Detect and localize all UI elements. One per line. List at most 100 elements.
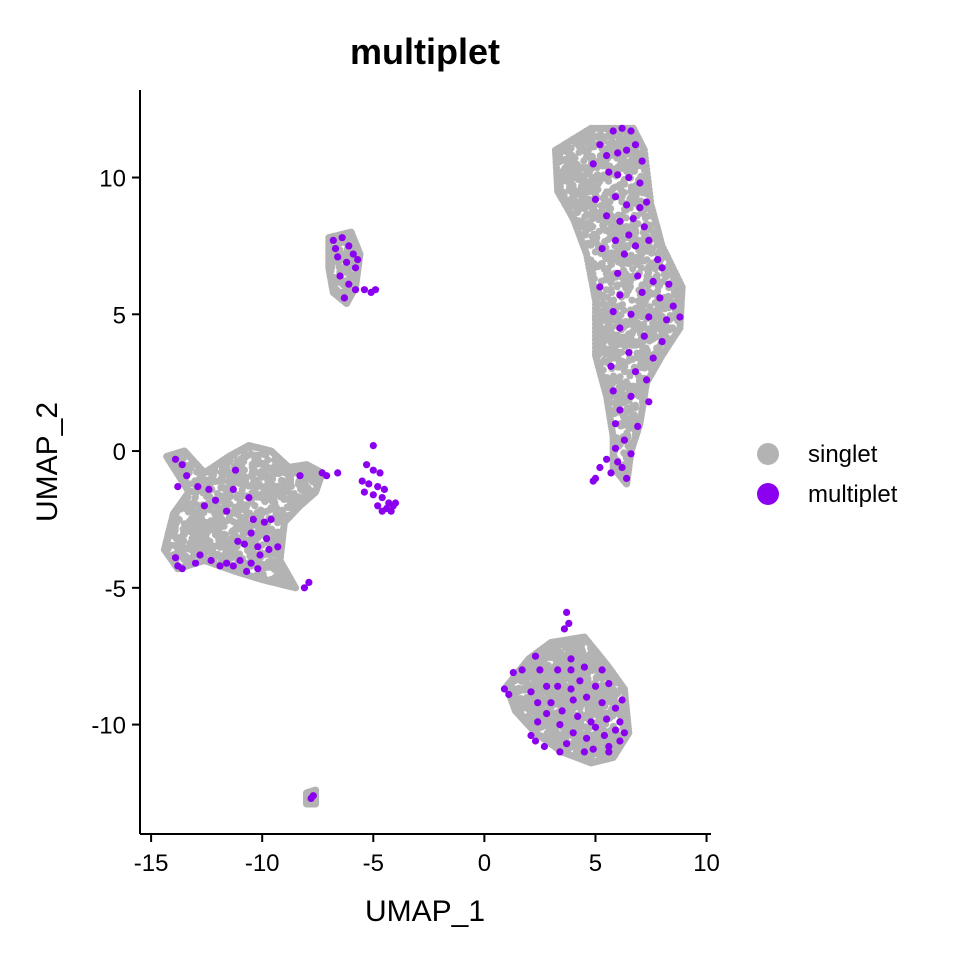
singlet-point [610, 184, 618, 192]
singlet-point [250, 475, 258, 483]
singlet-point [292, 505, 300, 513]
singlet-point [613, 283, 621, 291]
singlet-point [626, 341, 634, 349]
multiplet-point [631, 368, 640, 376]
multiplet-point [605, 742, 613, 751]
multiplet-point [369, 491, 377, 499]
singlet-point [580, 147, 588, 155]
singlet-point [616, 243, 624, 251]
multiplet-point [598, 666, 606, 674]
singlet-point [288, 582, 296, 590]
multiplet-point [607, 469, 615, 477]
singlet-point [568, 156, 576, 164]
singlet-point [618, 386, 626, 394]
singlet-point [634, 381, 642, 389]
multiplet-point [543, 682, 551, 690]
multiplet-point [640, 223, 648, 231]
multiplet-point [505, 690, 513, 699]
singlet-point [611, 332, 620, 340]
singlet-point [262, 507, 270, 516]
multiplet-point [247, 559, 255, 567]
singlet-point [262, 527, 270, 536]
singlet-point [634, 260, 642, 268]
multiplet-point [596, 283, 604, 291]
singlet-point [582, 177, 590, 185]
y-tick-label: -10 [91, 713, 126, 740]
multiplet-point [609, 387, 617, 395]
singlet-point [575, 171, 583, 179]
multiplet-point [527, 731, 535, 740]
multiplet-point [654, 256, 662, 264]
multiplet-point [634, 422, 642, 430]
singlet-point [589, 283, 597, 291]
multiplet-point [565, 619, 573, 628]
singlet-point [225, 478, 233, 486]
singlet-point [632, 321, 640, 329]
legend: singlet multiplet [757, 441, 898, 508]
singlet-point [575, 217, 583, 225]
singlet-point [628, 253, 637, 261]
singlet-point [651, 265, 660, 273]
singlet-point [227, 452, 235, 460]
singlet-point [660, 327, 669, 335]
singlet-point [234, 479, 242, 487]
singlet-point [225, 468, 233, 476]
singlet-point [602, 132, 611, 141]
multiplet-point [234, 537, 242, 545]
singlet-point [560, 664, 568, 672]
singlet-point [188, 546, 196, 555]
singlet-point [309, 471, 317, 479]
singlet-point [305, 487, 313, 495]
multiplet-point [334, 253, 342, 261]
multiplet-point [576, 677, 584, 685]
singlet-point [655, 240, 663, 248]
singlet-point [563, 160, 571, 169]
singlet-point [601, 238, 609, 246]
singlet-point [538, 649, 546, 657]
multiplet-point [580, 748, 589, 756]
singlet-point [299, 482, 307, 490]
singlet-point [586, 706, 594, 714]
singlet-point [536, 708, 544, 716]
singlet-point [219, 498, 227, 506]
singlet-point [185, 505, 193, 513]
singlet-point [633, 352, 641, 360]
multiplet-point [336, 272, 344, 280]
series-multiplet [171, 124, 684, 803]
y-tick-label: -5 [105, 576, 126, 603]
singlet-point [284, 511, 293, 520]
multiplet-point [614, 149, 622, 157]
multiplet-point [631, 242, 640, 250]
singlet-point [262, 450, 270, 458]
singlet-point [642, 188, 650, 196]
singlet-point [620, 723, 628, 731]
multiplet-point [616, 406, 624, 414]
multiplet-point [391, 499, 400, 507]
legend-label-singlet: singlet [808, 441, 878, 468]
singlet-point [202, 492, 211, 500]
multiplet-point [614, 171, 622, 179]
singlet-point [196, 520, 204, 528]
singlet-point [636, 340, 645, 348]
multiplet-point [611, 726, 620, 734]
multiplet-point [265, 545, 273, 554]
singlet-point [283, 503, 291, 511]
x-axis-label: UMAP_1 [365, 895, 485, 928]
multiplet-point [638, 288, 646, 296]
multiplet-point [243, 567, 251, 576]
singlet-point [266, 464, 274, 472]
multiplet-point [240, 540, 248, 548]
singlet-point [602, 125, 610, 133]
singlet-point [268, 525, 276, 533]
multiplet-point [200, 502, 208, 510]
multiplet-point [247, 529, 255, 537]
multiplet-point [580, 663, 589, 671]
multiplet-point [554, 682, 562, 690]
singlet-point [182, 452, 190, 460]
singlet-point [248, 463, 256, 472]
singlet-point [614, 353, 622, 361]
multiplet-point [358, 477, 366, 485]
singlet-point [619, 266, 628, 274]
singlet-point [180, 498, 188, 506]
singlet-point [247, 554, 255, 562]
